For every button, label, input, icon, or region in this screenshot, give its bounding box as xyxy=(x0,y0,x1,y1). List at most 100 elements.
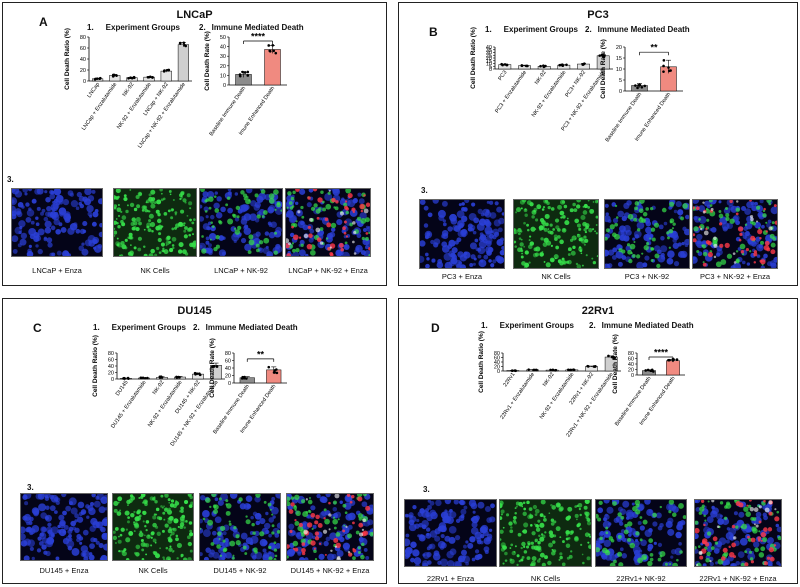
cell-dot xyxy=(444,500,452,505)
cell-dot xyxy=(700,500,705,503)
cell-dot xyxy=(316,494,321,499)
cell-dot xyxy=(229,494,238,499)
cell-dot xyxy=(343,231,347,235)
category-label: NK-92 xyxy=(152,380,166,396)
cell-dot xyxy=(80,509,87,515)
cell-dot xyxy=(211,530,217,536)
cell-dot xyxy=(500,538,502,541)
cell-dot xyxy=(578,246,582,249)
cell-dot xyxy=(35,494,43,500)
cell-dot xyxy=(550,503,553,507)
cell-dot xyxy=(602,520,611,529)
micrograph-caption: DU145 + NK-92 xyxy=(213,566,267,575)
cell-dot xyxy=(298,522,303,528)
y-axis-label: Cell Death Rate (%) xyxy=(209,338,216,398)
cell-dot xyxy=(461,549,467,556)
cell-dot xyxy=(639,525,645,531)
cell-dot xyxy=(461,202,465,206)
cell-dot xyxy=(521,261,526,266)
cell-dot xyxy=(368,246,370,251)
experiment-groups-chart: Cell Death Ratio (%) 0510152025303540PC3P… xyxy=(470,27,613,132)
cell-dot xyxy=(574,513,579,518)
data-point xyxy=(126,376,130,380)
cell-dot xyxy=(659,554,663,558)
cell-dot xyxy=(259,517,266,525)
cell-dot xyxy=(294,201,299,206)
cell-dot xyxy=(749,507,754,512)
micrograph-image xyxy=(200,494,280,560)
cell-dot xyxy=(741,252,745,256)
cell-dot xyxy=(744,233,753,242)
cell-dot xyxy=(306,522,313,528)
cell-dot xyxy=(664,562,668,566)
cell-dot xyxy=(352,556,356,560)
cell-dot xyxy=(617,210,625,218)
micrograph-3 xyxy=(199,493,281,561)
cell-dot xyxy=(324,553,327,556)
cell-dot xyxy=(550,522,555,526)
data-point xyxy=(612,356,616,360)
cell-dot xyxy=(764,240,770,246)
cell-dot xyxy=(535,246,541,252)
cell-dot xyxy=(763,527,768,532)
cell-dot xyxy=(719,243,724,248)
cell-dot xyxy=(267,545,272,550)
cell-dot xyxy=(357,550,361,554)
cell-dot xyxy=(642,262,648,268)
cell-dot xyxy=(50,533,55,537)
cell-dot xyxy=(420,240,426,247)
data-point xyxy=(572,368,575,372)
data-point xyxy=(272,371,276,374)
cell-dot xyxy=(636,221,645,230)
cell-dot xyxy=(76,191,83,198)
micrograph-image xyxy=(420,200,504,268)
cell-dot xyxy=(292,251,300,256)
cell-dot xyxy=(263,237,270,244)
cell-dot xyxy=(31,198,37,204)
y-tick-label: 80 xyxy=(628,351,634,357)
cell-dot xyxy=(12,235,19,243)
cell-dot xyxy=(489,200,494,205)
cell-dot xyxy=(702,262,707,267)
cell-dot xyxy=(158,251,162,255)
cell-dot xyxy=(543,515,546,518)
cell-dot xyxy=(267,502,272,507)
cell-dot xyxy=(415,563,420,566)
cell-dot xyxy=(261,215,265,218)
y-tick-label: 15 xyxy=(616,56,622,62)
cell-dot xyxy=(751,526,757,532)
cell-dot xyxy=(497,227,503,233)
cell-dot xyxy=(693,238,697,243)
y-axis-label: Cell Death Ratio (%) xyxy=(92,335,99,397)
cell-dot xyxy=(183,557,188,560)
cell-dot xyxy=(304,557,309,560)
cell-dot xyxy=(592,201,595,203)
cell-dot xyxy=(220,206,226,213)
cell-dot xyxy=(268,193,275,200)
y-tick-label: 60 xyxy=(108,358,114,364)
cell-dot xyxy=(148,219,152,223)
cell-dot xyxy=(703,514,706,517)
micrograph-image xyxy=(200,189,282,256)
cell-dot xyxy=(365,236,369,241)
cell-dot xyxy=(750,537,756,543)
cell-dot xyxy=(154,541,157,544)
cell-dot xyxy=(501,245,504,250)
cell-dot xyxy=(333,538,339,543)
cell-dot xyxy=(358,532,364,537)
cell-dot xyxy=(171,244,175,247)
cell-dot xyxy=(666,257,674,265)
cell-dot xyxy=(726,222,734,229)
bar xyxy=(666,360,680,376)
cell-dot xyxy=(744,208,751,215)
section-1-heading: 1. Experiment Groups xyxy=(87,23,180,32)
cell-dot xyxy=(771,221,775,225)
cell-dot xyxy=(434,535,441,542)
cell-dot xyxy=(417,534,421,538)
cell-dot xyxy=(244,552,248,555)
cell-dot xyxy=(271,496,276,501)
cell-dot xyxy=(561,562,566,566)
cell-dot xyxy=(361,542,365,547)
cell-dot xyxy=(550,244,553,248)
significance-label: **** xyxy=(251,32,266,42)
